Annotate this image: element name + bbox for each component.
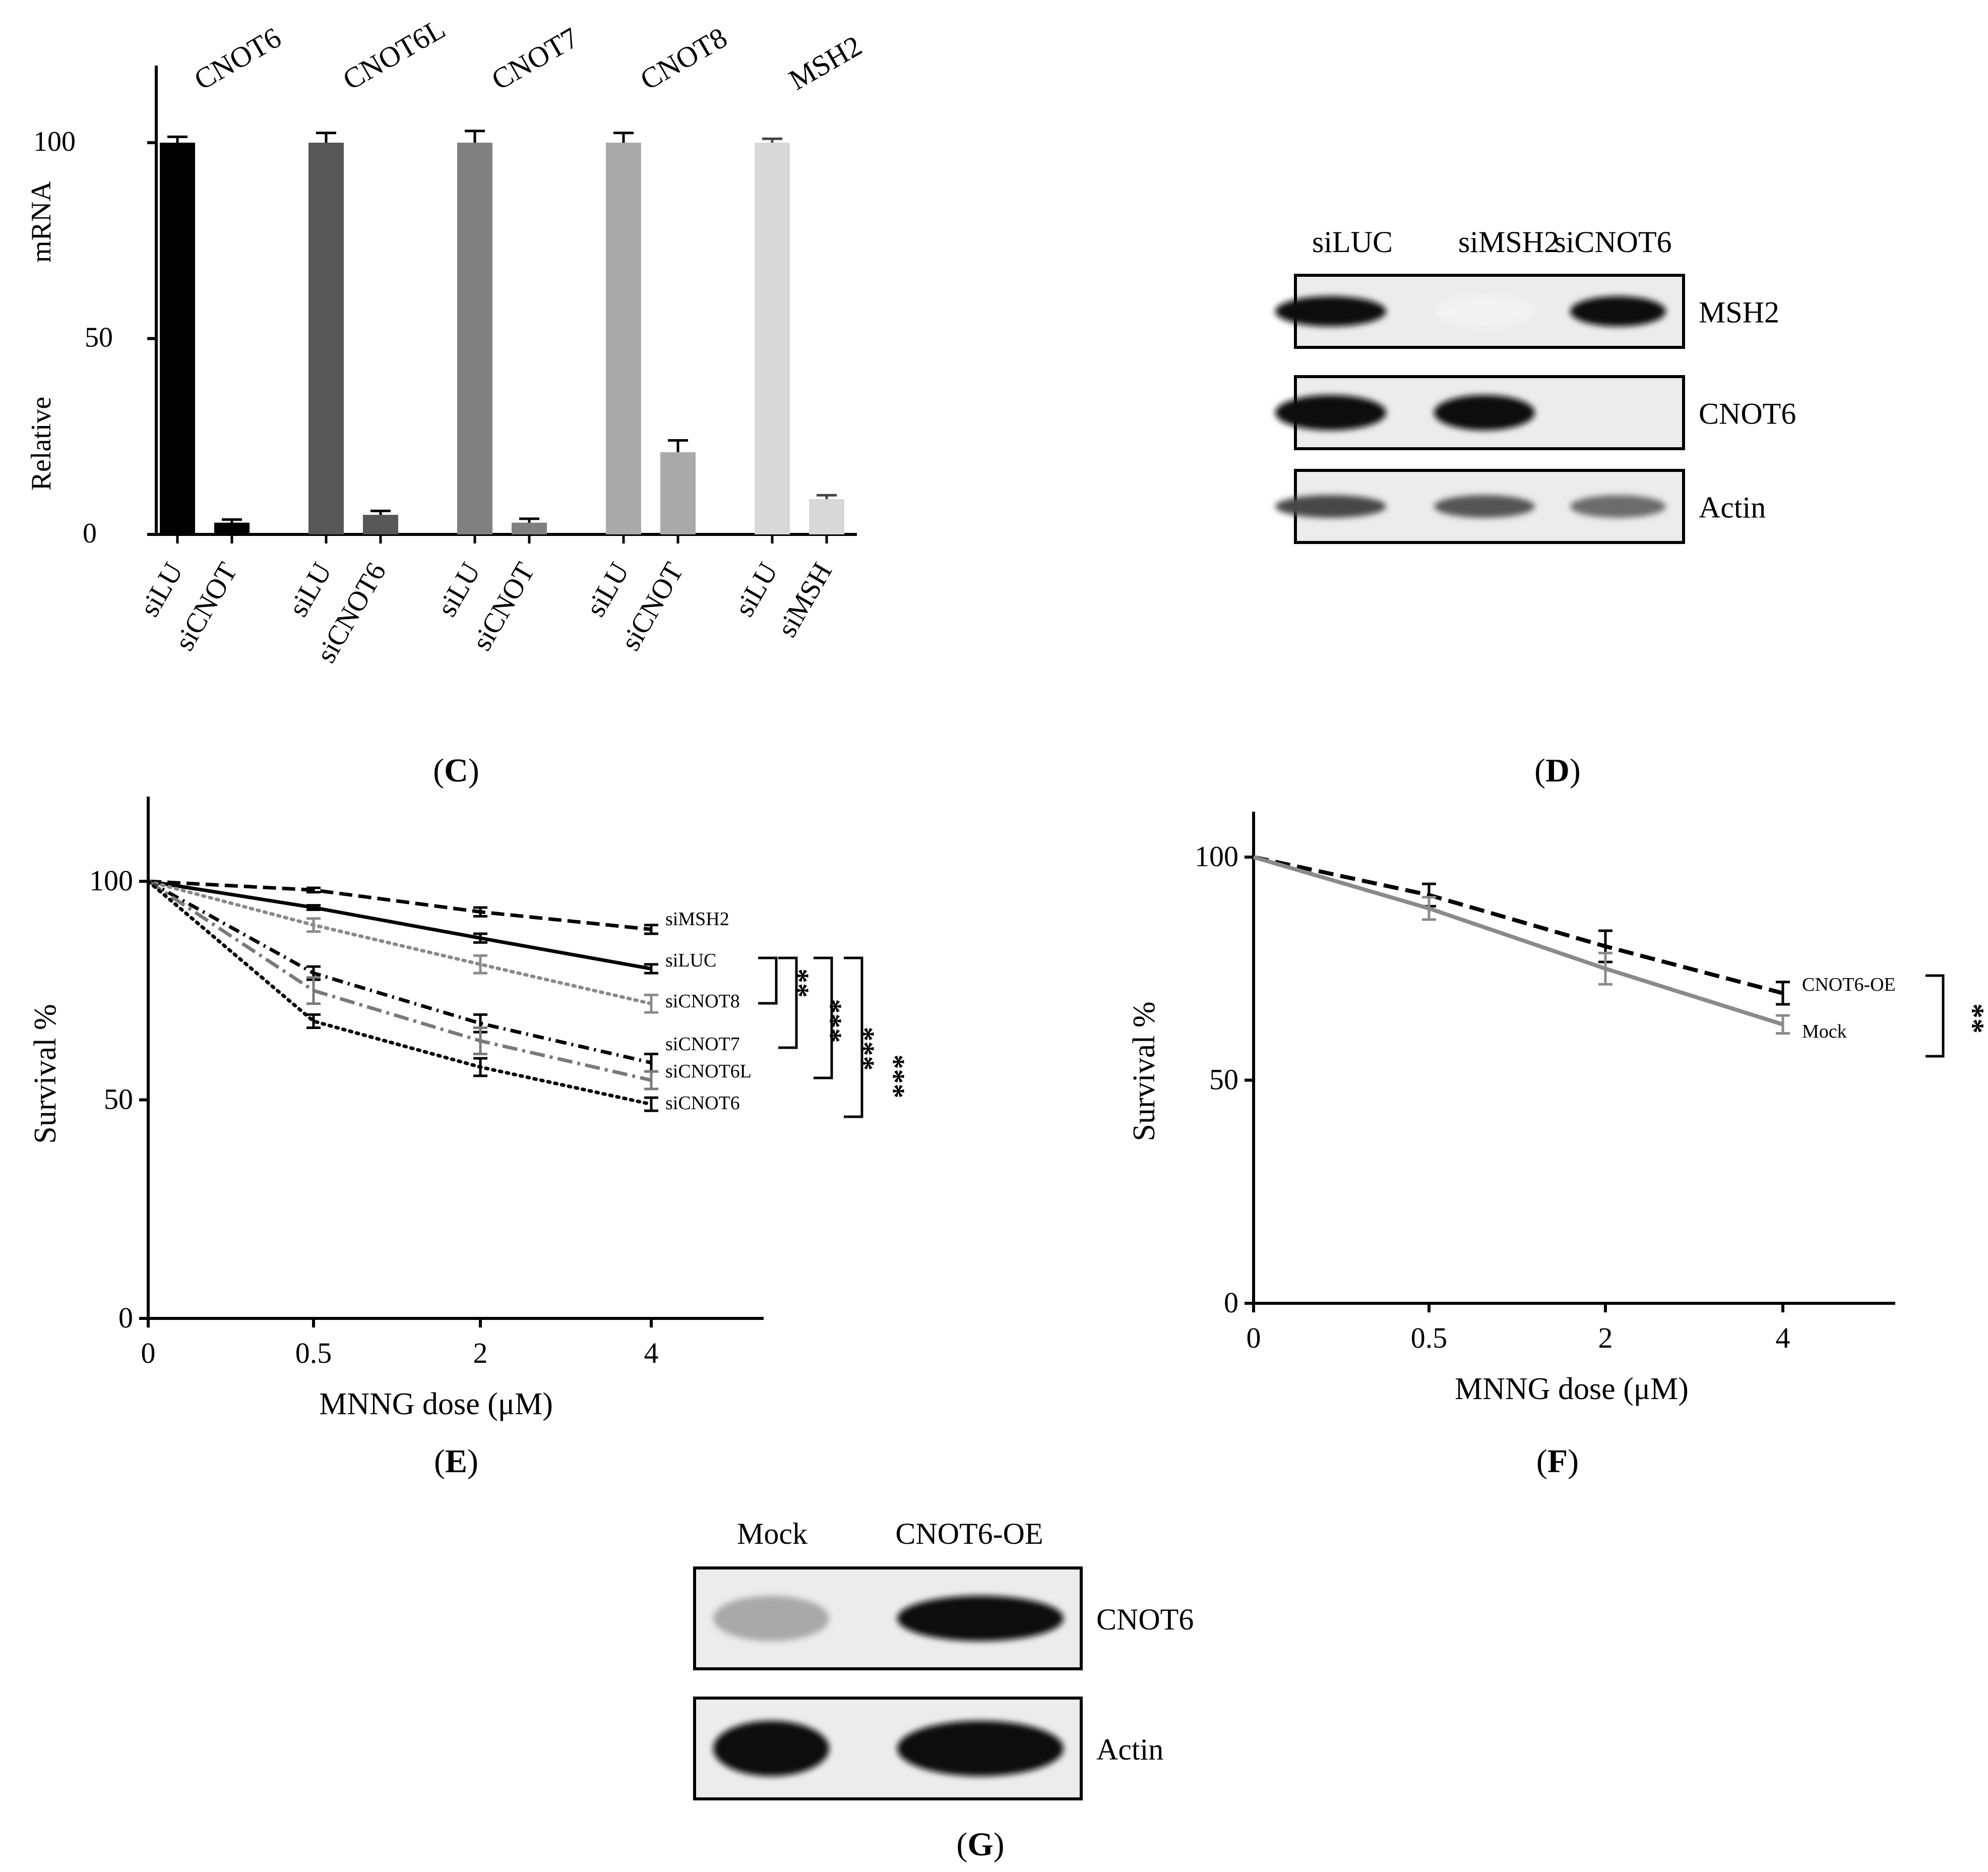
- e-y-tick-label: 50: [104, 1083, 133, 1116]
- d-row-label: CNOT6: [1699, 397, 1796, 431]
- d-lane-label: siMSH2: [1458, 225, 1559, 259]
- e-significance-stars: ***: [848, 1027, 881, 1071]
- e-x-axis-label: MNNG dose (μM): [319, 1387, 553, 1421]
- d-band: [1570, 495, 1666, 518]
- c-x-tick-label: siMSH: [771, 558, 838, 642]
- e-panel-label: (E): [434, 1443, 478, 1480]
- f-y-tick-label: 0: [1224, 1286, 1238, 1319]
- c-bar: [512, 522, 547, 534]
- e-y-tick-label: 0: [118, 1301, 133, 1334]
- f-x-tick-label: 0: [1247, 1321, 1261, 1354]
- g-row-label: CNOT6: [1096, 1603, 1194, 1636]
- d-row-label: Actin: [1699, 491, 1766, 524]
- d-band: [1434, 495, 1535, 518]
- f-y-tick-label: 100: [1195, 840, 1238, 873]
- c-bar: [457, 143, 492, 534]
- f-series-label: CNOT6-OE: [1802, 974, 1896, 995]
- c-bar: [160, 143, 195, 534]
- g-band: [897, 1721, 1064, 1776]
- e-series-line: [147, 879, 652, 1065]
- f-panel-label: (F): [1536, 1443, 1579, 1480]
- e-series-label: siCNOT6: [665, 1093, 740, 1114]
- d-lane-label: siLUC: [1312, 225, 1393, 259]
- d-band: [1275, 495, 1386, 518]
- c-gene-label: CNOT6L: [337, 12, 451, 96]
- e-series-label: siCNOT7: [665, 1034, 740, 1055]
- g-band: [897, 1596, 1064, 1641]
- c-x-tick-label: siLU: [729, 558, 784, 622]
- e-series-line: [148, 879, 652, 971]
- g-panel-label: (G): [956, 1826, 1004, 1863]
- e-significance-stars: ***: [815, 999, 848, 1043]
- e-y-tick-label: 100: [89, 864, 133, 897]
- c-panel-label: (C): [433, 752, 479, 789]
- e-significance-bracket: [844, 956, 863, 1118]
- c-x-tick-label: siLU: [580, 558, 636, 622]
- e-series-line: [148, 879, 652, 931]
- c-bar: [809, 499, 844, 534]
- e-series-label: siCNOT8: [665, 991, 740, 1012]
- d-band: [1275, 296, 1386, 327]
- c-bar: [363, 515, 398, 534]
- e-significance-bracket: [758, 956, 778, 1005]
- c-x-tick-label: siLU: [134, 558, 190, 622]
- f-series-line: [1253, 855, 1784, 995]
- f-significance-stars: **: [1957, 1003, 1988, 1034]
- g-lane-label: CNOT6-OE: [895, 1517, 1043, 1550]
- e-series-label: siMSH2: [665, 909, 729, 930]
- e-x-tick-label: 4: [644, 1337, 659, 1369]
- f-significance-bracket: [1925, 974, 1945, 1058]
- f-x-tick-label: 2: [1598, 1321, 1613, 1354]
- c-x-tick-label: siLU: [283, 558, 338, 622]
- d-band: [1570, 296, 1666, 327]
- f-y-tick-label: 50: [1209, 1063, 1238, 1096]
- e-series-line: [147, 880, 652, 1082]
- e-y-axis-label: Survival %: [28, 1004, 63, 1143]
- c-y-axis-label-mrna: mRNA: [26, 181, 57, 263]
- c-gene-label: MSH2: [783, 29, 867, 97]
- g-band: [713, 1721, 829, 1776]
- d-row-label: MSH2: [1699, 296, 1779, 329]
- e-significance-stars: ***: [878, 1055, 911, 1099]
- g-row-label: Actin: [1096, 1733, 1163, 1766]
- e-series-line: [146, 879, 653, 1106]
- g-band: [713, 1596, 829, 1641]
- e-series-label: siLUC: [665, 950, 716, 971]
- e-x-tick-label: 0: [141, 1337, 156, 1369]
- c-gene-label: CNOT7: [486, 21, 584, 97]
- c-y-axis-label-relative: Relative: [26, 397, 57, 491]
- d-band: [1434, 395, 1535, 431]
- c-x-tick-label: siLU: [431, 558, 487, 622]
- d-panel-label: (D): [1534, 752, 1581, 789]
- c-bar: [755, 143, 790, 534]
- e-significance-bracket: [814, 956, 833, 1079]
- c-bar: [606, 143, 641, 534]
- c-bar: [308, 143, 344, 534]
- c-gene-label: CNOT6: [189, 21, 286, 97]
- e-significance-bracket: [778, 956, 798, 1049]
- c-y-tick-label: 0: [83, 518, 97, 549]
- c-gene-label: CNOT8: [635, 21, 732, 97]
- f-x-tick-label: 0.5: [1411, 1321, 1448, 1354]
- e-x-tick-label: 0.5: [295, 1337, 332, 1369]
- e-series-line: [146, 879, 653, 1006]
- e-series-label: siCNOT6L: [665, 1061, 752, 1082]
- d-band: [1434, 296, 1535, 327]
- d-band: [1275, 395, 1386, 431]
- g-lane-label: Mock: [737, 1517, 807, 1550]
- f-series-label: Mock: [1802, 1021, 1847, 1042]
- c-y-tick-label: 50: [85, 322, 113, 353]
- c-bar: [660, 452, 696, 534]
- f-x-axis-label: MNNG dose (μM): [1455, 1372, 1689, 1406]
- d-lane-label: siCNOT6: [1554, 225, 1671, 259]
- f-y-axis-label: Survival %: [1127, 1001, 1161, 1141]
- c-y-tick-label: 100: [33, 126, 76, 157]
- e-x-tick-label: 2: [473, 1337, 488, 1369]
- f-series-line: [1253, 855, 1784, 1026]
- c-bar: [214, 522, 250, 534]
- e-significance-stars: **: [782, 969, 815, 998]
- f-x-tick-label: 4: [1776, 1321, 1790, 1354]
